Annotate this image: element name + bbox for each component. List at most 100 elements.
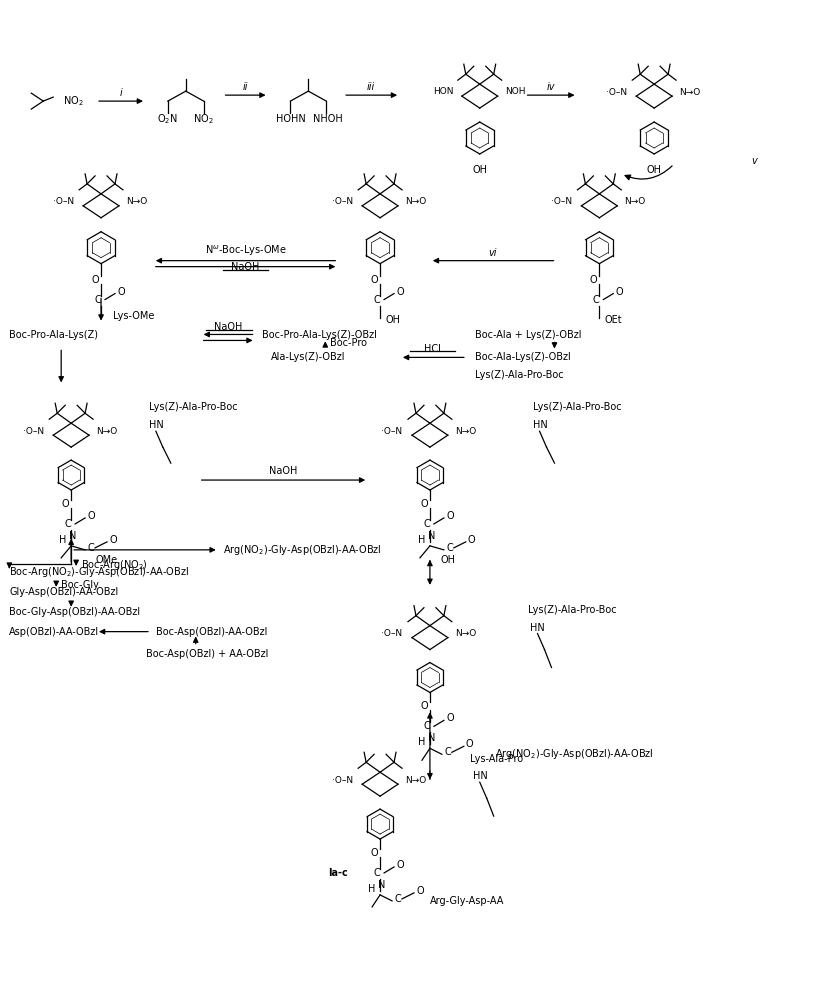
Text: HN: HN [533,420,547,430]
Text: Boc-Pro-Ala-Lys(Z)-OBzl: Boc-Pro-Ala-Lys(Z)-OBzl [263,330,377,340]
Text: Lys(Z)-Ala-Pro-Boc: Lys(Z)-Ala-Pro-Boc [149,402,237,412]
Text: O: O [615,287,623,297]
Text: C: C [593,295,600,305]
Text: iv: iv [546,82,554,92]
Text: O: O [468,535,476,545]
Text: N→O: N→O [455,427,476,436]
Text: Arg-Gly-Asp-AA: Arg-Gly-Asp-AA [430,896,504,906]
Text: C: C [65,519,72,529]
Text: C: C [394,894,402,904]
Text: v: v [751,156,757,166]
Text: HN: HN [473,771,488,781]
Text: C: C [94,295,102,305]
Text: Lys-OMe: Lys-OMe [113,311,154,321]
Text: Arg(NO$_2$)-Gly-Asp(OBzl)-AA-OBzl: Arg(NO$_2$)-Gly-Asp(OBzl)-AA-OBzl [223,543,381,557]
Text: Boc-Gly-Asp(OBzl)-AA-OBzl: Boc-Gly-Asp(OBzl)-AA-OBzl [10,607,141,617]
Text: HN: HN [149,420,163,430]
Text: ·O–N: ·O–N [606,88,627,97]
Text: Lys-Ala-Pro: Lys-Ala-Pro [470,754,523,764]
Text: ·O–N: ·O–N [332,776,353,785]
Text: ·O–N: ·O–N [381,427,402,436]
Text: N: N [428,531,436,541]
Text: Boc-Arg(NO$_2$)-Gly-Asp(OBzl)-AA-OBzl: Boc-Arg(NO$_2$)-Gly-Asp(OBzl)-AA-OBzl [10,565,189,579]
Text: O: O [446,511,454,521]
Text: N→O: N→O [406,197,427,206]
Text: C: C [374,868,380,878]
Text: O$_2$N: O$_2$N [158,112,178,126]
Text: Boc-Arg(NO$_2$): Boc-Arg(NO$_2$) [81,558,148,572]
Text: ·O–N: ·O–N [23,427,44,436]
Text: C: C [424,519,430,529]
Text: Boc-Asp(OBzl) + AA-OBzl: Boc-Asp(OBzl) + AA-OBzl [146,649,268,659]
Text: N: N [378,880,386,890]
Text: O: O [446,713,454,723]
Text: N→O: N→O [97,427,118,436]
Text: ·O–N: ·O–N [551,197,572,206]
Text: O: O [91,275,99,285]
Text: Boc-Ala + Lys(Z)-OBzl: Boc-Ala + Lys(Z)-OBzl [475,330,581,340]
Text: H: H [59,535,67,545]
Text: NO$_2$: NO$_2$ [63,94,84,108]
Text: O: O [420,499,428,509]
Text: Lys(Z)-Ala-Pro-Boc: Lys(Z)-Ala-Pro-Boc [475,370,563,380]
Text: N$^{\omega}$-Boc-Lys-OMe: N$^{\omega}$-Boc-Lys-OMe [205,243,286,258]
Text: O: O [109,535,117,545]
Text: C: C [424,721,430,731]
Text: Asp(OBzl)-AA-OBzl: Asp(OBzl)-AA-OBzl [10,627,99,637]
Text: N→O: N→O [680,88,701,97]
Text: O: O [416,886,424,896]
Text: ii: ii [243,82,248,92]
Text: ·O–N: ·O–N [53,197,74,206]
Text: N→O: N→O [455,629,476,638]
Text: H: H [368,884,376,894]
Text: OH: OH [441,555,455,565]
Text: Boc-Ala-Lys(Z)-OBzl: Boc-Ala-Lys(Z)-OBzl [475,352,571,362]
Text: OH: OH [646,165,662,175]
Text: O: O [396,860,404,870]
Text: O: O [466,739,474,749]
Text: HCl: HCl [424,344,441,354]
Text: O: O [87,511,95,521]
Text: Gly-Asp(OBzl)-AA-OBzl: Gly-Asp(OBzl)-AA-OBzl [10,587,119,597]
Text: NHOH: NHOH [313,114,343,124]
Text: i: i [120,88,122,98]
Text: HOHN: HOHN [276,114,305,124]
Text: N: N [428,733,436,743]
Text: OMe: OMe [95,555,117,565]
Text: Boc-Pro-Ala-Lys(Z): Boc-Pro-Ala-Lys(Z) [10,330,98,340]
Text: C: C [446,543,453,553]
Text: NOH: NOH [506,87,526,96]
Text: Boc-Pro: Boc-Pro [330,338,367,348]
Text: N→O: N→O [126,197,147,206]
Text: ·O–N: ·O–N [381,629,402,638]
Text: iii: iii [367,82,376,92]
Text: O: O [589,275,598,285]
Text: Boc-Asp(OBzl)-AA-OBzl: Boc-Asp(OBzl)-AA-OBzl [156,627,267,637]
Text: C: C [374,295,380,305]
Text: H: H [418,737,426,747]
Text: HN: HN [529,623,545,633]
Text: O: O [117,287,124,297]
Text: Ala-Lys(Z)-OBzl: Ala-Lys(Z)-OBzl [271,352,345,362]
Text: Lys(Z)-Ala-Pro-Boc: Lys(Z)-Ala-Pro-Boc [533,402,621,412]
Text: N→O: N→O [624,197,646,206]
Text: H: H [418,535,426,545]
Text: C: C [445,747,451,757]
Text: OEt: OEt [604,315,622,325]
FancyArrowPatch shape [625,166,672,180]
Text: Boc-Gly: Boc-Gly [61,580,99,590]
Text: NO$_2$: NO$_2$ [193,112,214,126]
Text: HON: HON [433,87,454,96]
Text: O: O [61,499,69,509]
Text: NaOH: NaOH [215,322,243,332]
Text: N: N [69,531,77,541]
Text: O: O [420,701,428,711]
Text: C: C [88,543,94,553]
Text: O: O [370,848,378,858]
Text: OH: OH [385,315,400,325]
Text: NaOH: NaOH [269,466,298,476]
Text: O: O [370,275,378,285]
Text: OH: OH [472,165,487,175]
Text: Arg(NO$_2$)-Gly-Asp(OBzl)-AA-OBzl: Arg(NO$_2$)-Gly-Asp(OBzl)-AA-OBzl [494,747,654,761]
Text: ·O–N: ·O–N [332,197,353,206]
